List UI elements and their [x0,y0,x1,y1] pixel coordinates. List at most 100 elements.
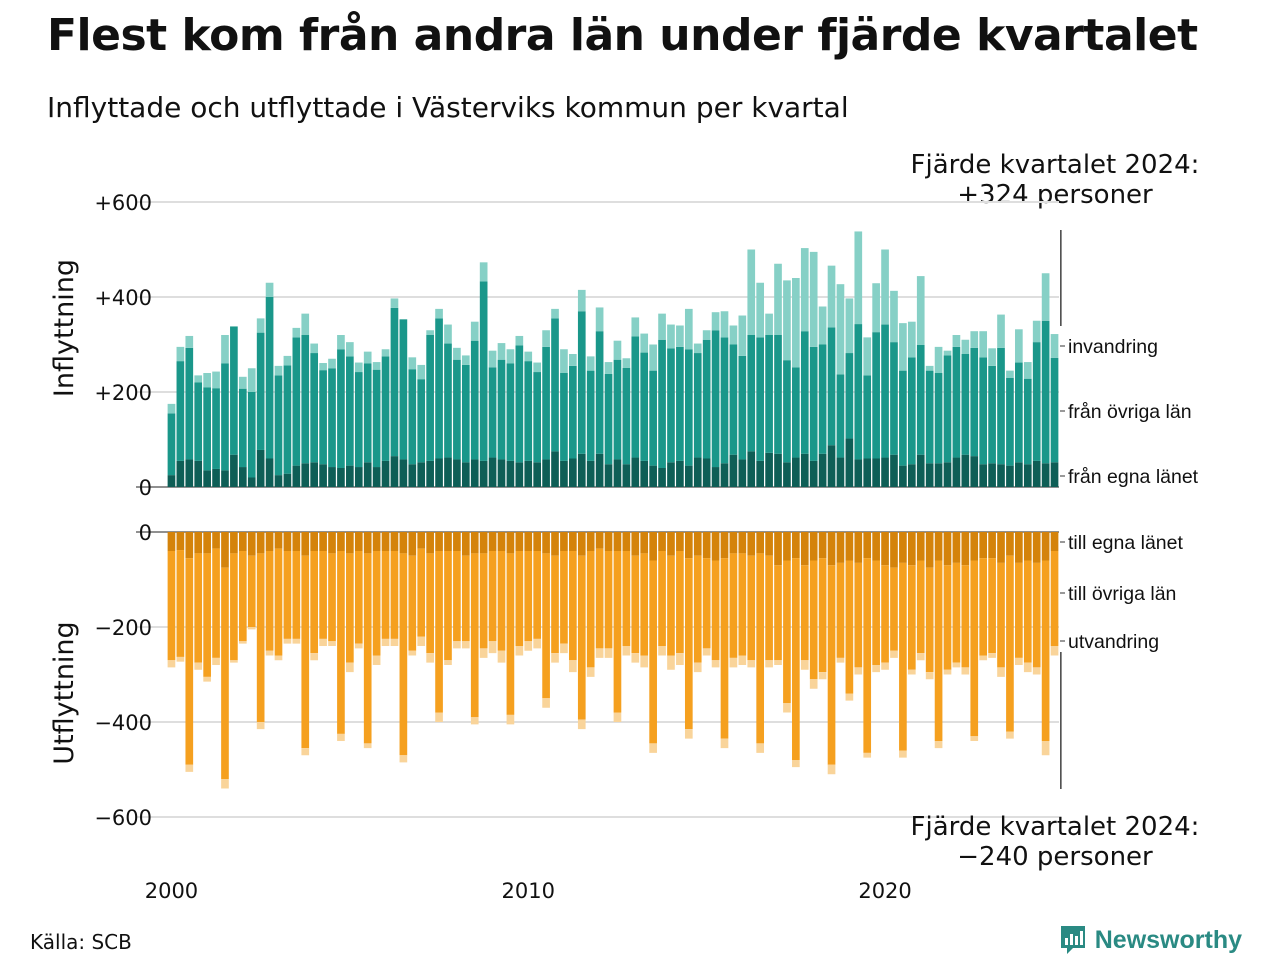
bar-out-segment-1 [613,532,622,551]
bar-out-segment-2 [337,551,345,734]
bar-out-segment-2 [203,553,211,677]
bar-out-segment-1 [363,532,372,554]
legend-label-in-3: invandring [1068,336,1158,358]
bar-in-segment-2 [1032,342,1041,461]
bar-out-segment-3 [212,657,220,666]
bar-out-segment-1 [194,532,203,554]
bar-in-segment-3 [774,263,782,335]
bar-in-segment-1 [774,453,782,487]
bar-in-segment-3 [185,335,194,348]
bar-in-segment-3 [283,355,292,366]
newsworthy-logo-icon [1060,926,1085,954]
bar-out-segment-2 [595,548,604,649]
bar-in-segment-2 [818,344,827,454]
bar-in-segment-2 [890,342,898,455]
bar-out-segment-3 [363,743,372,749]
bar-out-segment-3 [372,655,381,665]
bar-in-segment-2 [381,356,390,461]
bar-in-segment-2 [676,346,684,461]
bar-in-segment-1 [1032,460,1041,488]
bar-out-segment-1 [684,532,693,559]
bar-out-segment-1 [399,532,408,554]
bar-in-segment-1 [747,451,756,488]
bar-out-segment-3 [417,636,426,646]
bar-in-segment-1 [1023,464,1032,487]
bar-out-segment-1 [301,532,310,556]
bar-out-segment-2 [346,553,354,663]
bar-out-segment-2 [479,553,488,649]
bar-in-segment-1 [613,459,622,487]
bar-out-segment-2 [604,551,613,649]
bar-out-segment-1 [631,532,640,556]
bar-in-segment-2 [515,345,524,463]
bar-out-segment-2 [560,551,568,644]
bar-out-segment-2 [854,562,863,668]
bar-in-segment-2 [631,336,640,458]
bar-in-segment-3 [667,324,675,349]
bar-out-segment-1 [497,532,506,551]
bar-in-segment-3 [212,371,220,389]
bar-out-segment-2 [684,558,693,730]
bar-out-segment-3 [283,638,292,644]
bar-out-segment-3 [845,693,854,701]
bar-out-segment-3 [595,648,604,658]
bar-in-segment-1 [631,457,640,487]
bar-in-segment-1 [203,470,211,488]
bar-out-segment-2 [1023,560,1032,663]
bar-in-segment-1 [194,460,203,488]
bar-in-segment-3 [238,376,247,389]
bar-in-segment-1 [408,464,417,487]
bar-in-segment-2 [684,349,693,466]
bar-in-segment-2 [899,370,907,466]
bar-out-segment-3 [809,679,818,689]
bar-out-segment-2 [738,553,747,656]
bar-out-segment-2 [399,553,408,756]
bar-out-segment-3 [800,660,809,670]
bar-out-segment-2 [319,551,327,639]
bar-out-segment-2 [1032,562,1041,668]
bar-out-segment-3 [185,764,194,772]
brand-name: Newsworthy [1094,925,1242,954]
bar-in-segment-3 [533,362,542,373]
bar-in-segment-3 [907,321,916,358]
bar-in-segment-1 [274,475,283,488]
bar-in-segment-3 [247,368,256,392]
bar-in-segment-1 [595,453,604,487]
bar-out-segment-1 [649,532,657,561]
bar-out-segment-3 [551,653,559,663]
bar-in-segment-2 [569,365,577,459]
bar-in-segment-3 [569,354,577,366]
bar-in-segment-2 [970,347,979,457]
bar-out-segment-2 [613,551,622,713]
bar-out-segment-3 [649,743,657,753]
bar-in-segment-2 [756,337,765,461]
bar-in-segment-1 [551,451,559,488]
annotation-latest-outflow: Fjärde kvartalet 2024: −240 personer [855,812,1255,872]
annotation-outflow-line2: −240 personer [957,842,1153,872]
bar-out-segment-2 [238,551,247,642]
bar-in-segment-3 [1015,329,1023,363]
bar-in-segment-3 [800,248,809,332]
bar-in-segment-2 [854,324,863,460]
bar-out-segment-3 [925,672,934,680]
axes: 0 +200 +400 +600 Inflyttning 0 −200 −400 −600 Utf… [49,191,1062,903]
bar-out-segment-1 [542,532,550,554]
bar-in-segment-3 [845,298,854,354]
bar-out-segment-3 [381,638,390,647]
bar-out-segment-3 [863,752,872,758]
bar-in-segment-3 [1050,334,1059,358]
bar-in-segment-2 [560,373,568,461]
bar-in-segment-2 [346,356,354,466]
bar-out-segment-3 [872,665,880,673]
bar-in-segment-1 [444,457,452,487]
bar-in-segment-2 [907,357,916,465]
bar-out-segment-1 [925,532,934,568]
bar-in-segment-1 [809,460,818,488]
bar-out-segment-2 [408,555,417,651]
bar-out-segment-1 [595,532,604,549]
bar-out-segment-1 [221,532,229,568]
bar-in-segment-2 [961,354,970,455]
bar-in-segment-2 [506,363,515,461]
bar-out-segment-2 [720,558,729,739]
bar-in-segment-3 [390,298,399,308]
